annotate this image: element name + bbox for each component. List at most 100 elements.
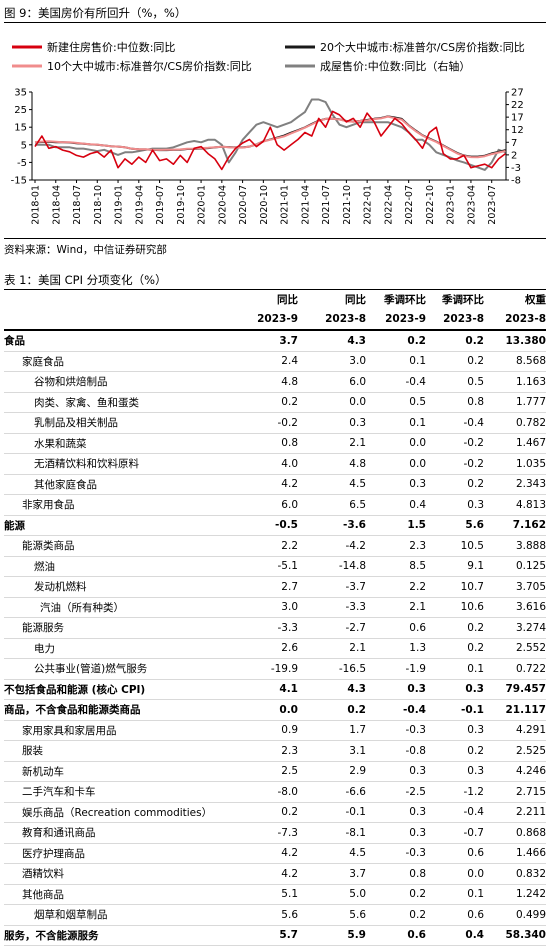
cell: 0.9 <box>250 720 298 741</box>
cell: 0.1 <box>426 884 484 905</box>
cell: -0.5 <box>250 515 298 536</box>
row-label: 汽油（所有种类） <box>4 597 250 618</box>
y-tick-label: 25 <box>14 105 27 116</box>
table-row: 酒精饮料 4.2 3.7 0.8 0.0 0.832 <box>4 863 546 885</box>
cell: 4.813 <box>484 494 546 516</box>
cell: 0.2 <box>426 330 484 352</box>
table-row: 烟草和烟草制品 5.6 5.6 0.2 0.6 0.499 <box>4 904 546 926</box>
x-tick-label: 2019-10 <box>176 185 187 225</box>
cell: 0.6 <box>426 843 484 864</box>
row-label: 肉类、家禽、鱼和蛋类 <box>4 392 250 413</box>
cell: 13.380 <box>484 330 546 352</box>
x-tick-label: 2023-07 <box>487 185 498 225</box>
table-row: 其他家庭食品 4.2 4.5 0.3 0.2 2.343 <box>4 474 546 495</box>
y2-tick-label: -3 <box>511 163 521 174</box>
x-tick-label: 2021-04 <box>300 185 311 225</box>
table-row: 二手汽车和卡车 -8.0 -6.6 -2.5 -1.2 2.715 <box>4 781 546 803</box>
cell: 79.457 <box>484 679 546 700</box>
cell: 2.3 <box>366 535 426 557</box>
row-label: 教育和通讯商品 <box>4 822 250 844</box>
cell: 3.1 <box>298 740 366 762</box>
cell: 3.274 <box>484 617 546 639</box>
cell: 9.1 <box>426 556 484 577</box>
cell: 0.2 <box>366 330 426 352</box>
cell: 6.0 <box>250 494 298 516</box>
cell: 0.2 <box>250 802 298 823</box>
cell: 1.467 <box>484 433 546 454</box>
cell: 0.3 <box>426 494 484 516</box>
row-label: 商品，不含食品和能源类商品 <box>4 699 250 721</box>
row-label: 能源服务 <box>4 617 250 639</box>
row-label: 发动机燃料 <box>4 576 250 598</box>
cell: 0.0 <box>298 392 366 413</box>
cell: -1.9 <box>366 658 426 680</box>
x-tick-label: 2020-10 <box>259 185 270 225</box>
row-label: 能源类商品 <box>4 535 250 557</box>
row-label: 其他商品 <box>4 884 250 905</box>
cell: 0.832 <box>484 863 546 885</box>
cell: -3.7 <box>298 576 366 598</box>
cell: 0.722 <box>484 658 546 680</box>
cell: -0.2 <box>426 453 484 475</box>
table-row: 食品 3.7 4.3 0.2 0.2 13.380 <box>4 330 546 352</box>
header-cell: 2023-9 <box>250 309 298 331</box>
cell: 0.4 <box>426 925 484 946</box>
table-row: 家用家具和家居用品 0.9 1.7 -0.3 0.3 4.291 <box>4 720 546 741</box>
cell: 0.6 <box>366 925 426 946</box>
cell: -3.3 <box>298 597 366 618</box>
cell: 0.2 <box>298 699 366 721</box>
cell: 0.4 <box>366 494 426 516</box>
cell: -3.6 <box>298 515 366 536</box>
cell: 5.6 <box>298 904 366 926</box>
table-row: 服装 2.3 3.1 -0.8 0.2 2.525 <box>4 740 546 762</box>
cell: 58.340 <box>484 925 546 946</box>
cell: 0.3 <box>366 802 426 823</box>
x-tick-label: 2023-01 <box>446 185 457 225</box>
table-row: 水果和蔬菜 0.8 2.1 0.0 -0.2 1.467 <box>4 433 546 454</box>
cell: -0.3 <box>366 720 426 741</box>
figure-title: 图 9：美国房价有所回升（%，%） <box>4 6 187 20</box>
x-tick-label: 2018-10 <box>93 185 104 225</box>
header-row: 2023-9 2023-8 2023-9 2023-8 2023-8 <box>4 309 546 331</box>
header-row: 同比 同比 季调环比 季调环比 权重 <box>4 289 546 309</box>
cell: 2.4 <box>250 351 298 372</box>
cell: 2.1 <box>298 638 366 659</box>
cell: 2.3 <box>250 740 298 762</box>
row-label: 非家用食品 <box>4 494 250 516</box>
cell: 3.7 <box>298 863 366 885</box>
cell: 1.035 <box>484 453 546 475</box>
row-label: 二手汽车和卡车 <box>4 781 250 803</box>
cell: -0.1 <box>298 802 366 823</box>
row-label: 其他家庭食品 <box>4 474 250 495</box>
cell: 0.3 <box>426 720 484 741</box>
x-tick-label: 2021-07 <box>321 185 332 225</box>
cell: -5.1 <box>250 556 298 577</box>
cell: 4.8 <box>250 371 298 393</box>
table-row: 医疗护理商品 4.2 4.5 -0.3 0.6 1.466 <box>4 843 546 864</box>
legend-label: 10个大中城市:标准普尔/CS房价指数:同比 <box>47 59 252 73</box>
row-label: 烟草和烟草制品 <box>4 904 250 926</box>
cell: 2.1 <box>366 597 426 618</box>
header-cell: 同比 <box>345 293 366 306</box>
y2-tick-label: -8 <box>511 176 521 187</box>
table-row: 发动机燃料 2.7 -3.7 2.2 10.7 3.705 <box>4 576 546 598</box>
rule <box>4 22 546 23</box>
table-row: 新机动车 2.5 2.9 0.3 0.3 4.246 <box>4 761 546 782</box>
header-cell: 2023-9 <box>366 309 426 331</box>
cell: -0.3 <box>366 843 426 864</box>
cell: -0.4 <box>366 699 426 721</box>
cell: 1.777 <box>484 392 546 413</box>
table-row: 能源服务 -3.3 -2.7 0.6 0.2 3.274 <box>4 617 546 639</box>
y2-tick-label: 2 <box>511 150 517 161</box>
cell: 0.782 <box>484 412 546 434</box>
cell: 4.5 <box>298 843 366 864</box>
cell: 10.7 <box>426 576 484 598</box>
cell: 2.5 <box>250 761 298 782</box>
cell: 1.466 <box>484 843 546 864</box>
x-tick-label: 2018-07 <box>72 185 83 225</box>
cell: 0.2 <box>426 617 484 639</box>
cell: 0.3 <box>426 679 484 700</box>
x-tick-label: 2022-04 <box>383 185 394 225</box>
cell: 7.162 <box>484 515 546 536</box>
